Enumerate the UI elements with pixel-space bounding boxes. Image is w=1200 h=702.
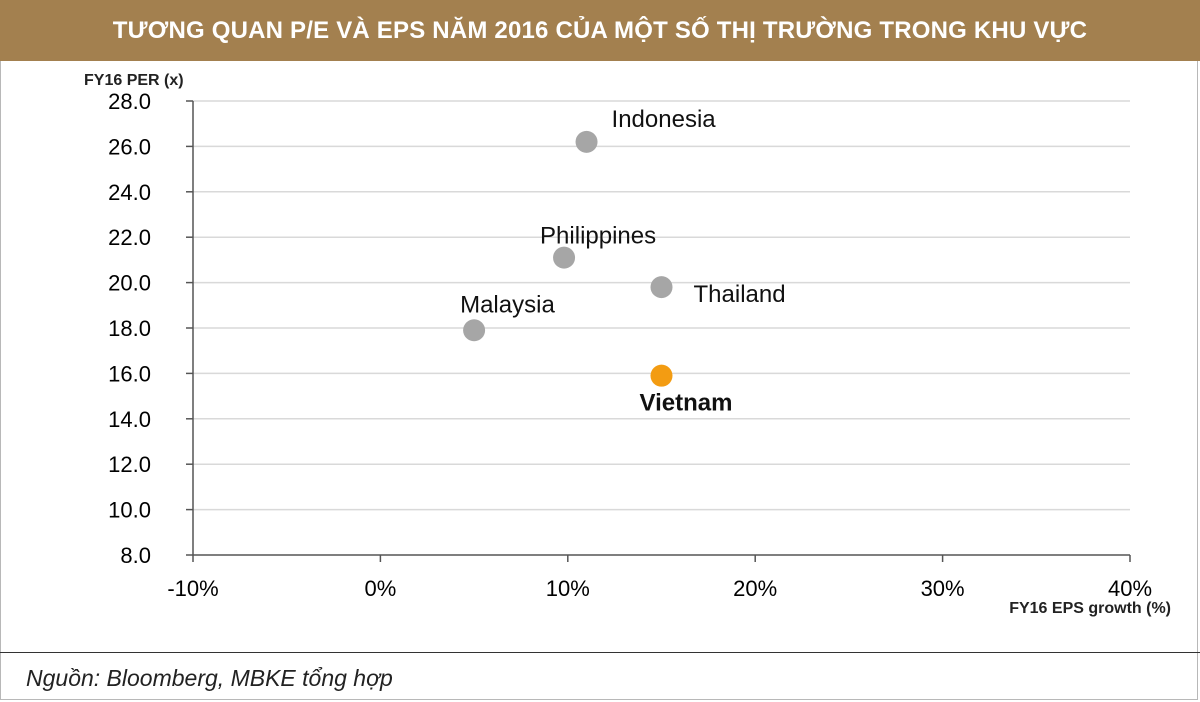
y-tick-label: 22.0 — [108, 225, 151, 250]
x-axis-title: FY16 EPS growth (%) — [1009, 600, 1171, 617]
x-tick-label: 40% — [1108, 576, 1152, 601]
x-tick-labels: -10% 0% 10% 20% 30% 40% — [167, 576, 1152, 601]
point-label-malaysia: Malaysia — [460, 291, 555, 318]
x-tick-label: 0% — [365, 576, 397, 601]
axes — [186, 100, 1131, 562]
y-tick-label: 16.0 — [108, 361, 151, 386]
point-label-philippines: Philippines — [540, 223, 656, 250]
y-tick-label: 14.0 — [108, 407, 151, 432]
x-tick-label: 30% — [921, 576, 965, 601]
scatter-chart: 8.0 10.0 12.0 14.0 16.0 18.0 20.0 22.0 24.0 26.0 2… — [84, 72, 1171, 617]
point-label-thailand: Thailand — [694, 281, 786, 308]
gridlines — [193, 100, 1130, 511]
point-vietnam — [650, 364, 673, 387]
y-tick-labels: 8.0 10.0 12.0 14.0 16.0 18.0 20.0 22.0 24.0 26.0 2… — [108, 89, 151, 568]
point-label-vietnam: Vietnam — [640, 390, 733, 417]
y-tick-label: 18.0 — [108, 316, 151, 341]
point-malaysia — [463, 319, 486, 342]
x-tick-label: 10% — [546, 576, 590, 601]
y-tick-label: 10.0 — [108, 498, 151, 523]
data-points: Indonesia Philippines Thailand Malaysia Viet… — [460, 106, 785, 417]
source-footer: Nguồn: Bloomberg, MBKE tổng hợp — [0, 652, 1200, 702]
y-axis-title: FY16 PER (x) — [84, 72, 184, 89]
y-tick-label: 28.0 — [108, 89, 151, 114]
point-thailand — [650, 276, 673, 299]
source-note: Nguồn: Bloomberg, MBKE tổng hợp — [26, 665, 393, 691]
y-tick-label: 12.0 — [108, 452, 151, 477]
y-tick-label: 26.0 — [108, 134, 151, 159]
x-tick-label: 20% — [733, 576, 777, 601]
chart-title: TƯƠNG QUAN P/E VÀ EPS NĂM 2016 CỦA MỘT S… — [112, 16, 1088, 44]
y-tick-label: 24.0 — [108, 180, 151, 205]
point-philippines — [553, 246, 576, 269]
point-label-indonesia: Indonesia — [612, 106, 717, 133]
chart-title-banner: TƯƠNG QUAN P/E VÀ EPS NĂM 2016 CỦA MỘT S… — [0, 0, 1200, 61]
point-indonesia — [575, 130, 598, 153]
y-tick-label: 8.0 — [120, 543, 151, 568]
x-tick-label: -10% — [167, 576, 218, 601]
y-tick-label: 20.0 — [108, 271, 151, 296]
